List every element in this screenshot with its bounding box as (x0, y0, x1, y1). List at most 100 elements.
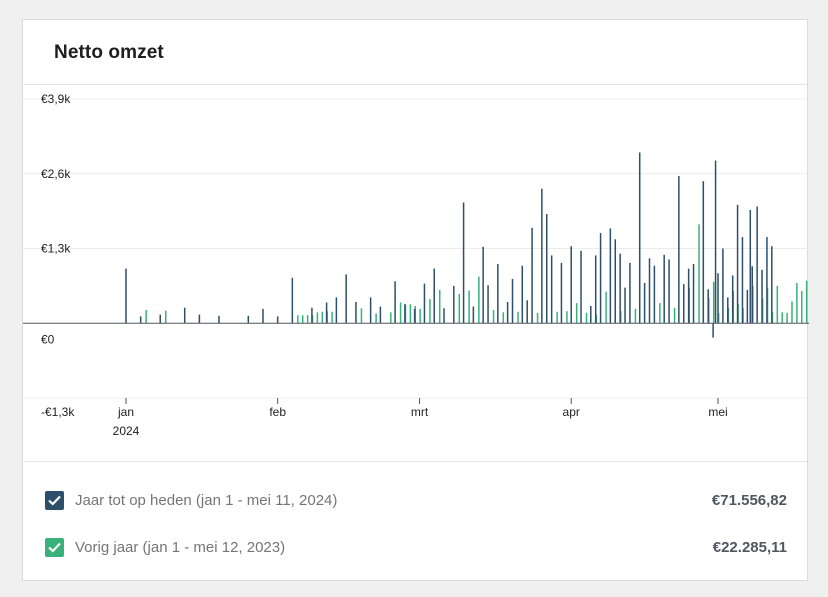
bar (311, 307, 313, 324)
legend: Jaar tot op heden (jan 1 - mei 11, 2024)… (23, 461, 807, 581)
checkmark-icon (48, 542, 61, 553)
bar (297, 315, 299, 324)
card-header: Netto omzet (23, 20, 807, 85)
bar (399, 302, 402, 324)
bar (599, 232, 602, 324)
bar (468, 290, 470, 324)
bar (125, 268, 127, 324)
bar (629, 262, 631, 324)
bar (276, 316, 279, 324)
bar (673, 307, 676, 324)
bar (145, 310, 147, 324)
bar (458, 293, 461, 324)
bar (717, 273, 719, 324)
bar (791, 301, 793, 324)
bar (692, 264, 695, 324)
bar (749, 209, 752, 324)
bar (756, 206, 758, 324)
bar (683, 284, 685, 324)
bar (492, 310, 495, 324)
bar (731, 275, 734, 324)
bar (453, 285, 455, 324)
bar (526, 300, 528, 324)
bar (521, 265, 524, 324)
legend-value-ytd: €71.556,82 (711, 492, 787, 509)
bar (536, 312, 539, 324)
bar (262, 308, 264, 324)
bar (247, 315, 250, 324)
card-title: Netto omzet (54, 42, 164, 63)
net-revenue-chart: €3,9k €2,6k €1,3k €0 -€1,3k jan 2024 feb mrt apr… (23, 92, 809, 438)
bar (502, 312, 505, 324)
bar (585, 312, 588, 324)
checkbox-previous-year[interactable] (45, 538, 64, 557)
bar (805, 280, 808, 324)
bar (741, 237, 744, 324)
bar (605, 291, 607, 324)
bar (419, 308, 421, 324)
bar (712, 323, 714, 338)
bar (712, 281, 715, 324)
bar (394, 281, 396, 324)
bar (321, 311, 324, 324)
y-tick-label: €2,6k (41, 167, 71, 181)
bar (702, 181, 705, 324)
bar (360, 308, 363, 324)
bar (379, 306, 382, 324)
bar (653, 265, 656, 324)
y-tick-label: €0 (41, 332, 55, 346)
bar (570, 246, 572, 324)
bar (546, 214, 548, 324)
bar (472, 306, 475, 324)
checkmark-icon (48, 495, 61, 506)
y-tick-label: €1,3k (41, 242, 71, 256)
bar (301, 315, 304, 324)
bar (722, 248, 724, 324)
bar (531, 227, 533, 324)
bar (159, 314, 161, 324)
bar (727, 297, 729, 324)
bar (619, 253, 621, 324)
legend-item-previous-year[interactable]: Vorig jaar (jan 1 - mei 12, 2023) €22.28… (45, 537, 787, 559)
bar (331, 311, 333, 324)
bar (198, 314, 201, 324)
bar (638, 152, 641, 324)
bar (580, 250, 582, 324)
bar (404, 304, 406, 324)
bar (736, 204, 739, 324)
bar (590, 306, 592, 324)
legend-value-previous-year: €22.285,11 (712, 539, 787, 556)
bar (218, 315, 220, 324)
x-tick-label: apr (563, 405, 580, 419)
bar (325, 302, 328, 324)
bar (761, 269, 763, 324)
x-tick-label: jan (117, 405, 134, 419)
bar (786, 312, 788, 324)
bar (771, 246, 773, 324)
bar (316, 312, 319, 324)
x-tick-label: mei (708, 405, 727, 419)
legend-label-ytd: Jaar tot op heden (jan 1 - mei 11, 2024) (75, 492, 338, 509)
bar (541, 188, 543, 324)
bar (478, 276, 480, 324)
bar (443, 308, 445, 324)
bar (698, 224, 700, 324)
legend-item-ytd[interactable]: Jaar tot op heden (jan 1 - mei 11, 2024)… (45, 490, 787, 512)
bar (164, 310, 167, 324)
bar (497, 264, 499, 324)
bar (438, 289, 441, 324)
checkbox-ytd[interactable] (45, 491, 64, 510)
bar (556, 311, 558, 324)
bar (801, 291, 803, 324)
bar (517, 311, 519, 324)
y-tick-label: €3,9k (41, 92, 71, 106)
bar (575, 303, 578, 324)
bar (643, 283, 646, 324)
bar (781, 312, 783, 324)
bar (776, 285, 779, 324)
bar (648, 258, 651, 324)
bar (663, 254, 665, 324)
bar (634, 308, 637, 324)
bar (482, 246, 484, 324)
bar (796, 283, 798, 324)
